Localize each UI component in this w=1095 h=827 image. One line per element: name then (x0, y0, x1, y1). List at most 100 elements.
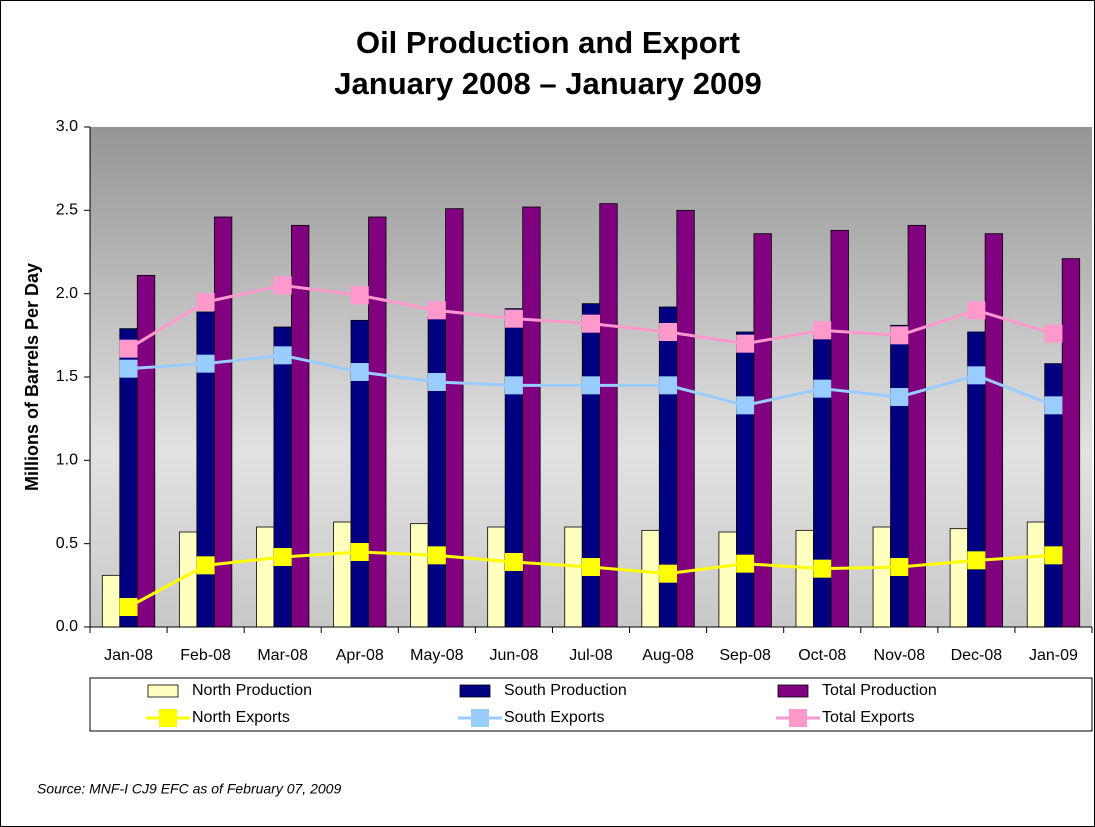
bar (641, 529, 660, 628)
bar (333, 521, 352, 628)
line-marker (659, 323, 678, 341)
line-marker (736, 554, 755, 573)
line-marker (1044, 396, 1063, 415)
bar (445, 208, 464, 628)
line-marker (890, 326, 909, 345)
legend-label: South Production (504, 682, 627, 699)
line-marker (119, 359, 138, 378)
line-marker (582, 314, 600, 333)
line-marker (273, 548, 292, 566)
line-marker (504, 553, 523, 571)
line-marker (659, 376, 678, 395)
y-tick-label: 1.0 (56, 452, 78, 469)
legend-label: South Exports (504, 709, 605, 726)
bar (504, 308, 524, 628)
bar (487, 526, 506, 628)
legend-label: Total Production (822, 682, 937, 699)
bar (813, 334, 832, 628)
line-marker (1044, 324, 1063, 343)
x-tick-label: Jan-09 (1029, 647, 1078, 664)
chart-title: Oil Production and Export (356, 25, 740, 60)
line-marker (582, 376, 600, 395)
legend-swatch (471, 709, 489, 727)
line-marker (582, 558, 600, 576)
line-marker (196, 354, 215, 373)
line-marker (504, 309, 523, 328)
y-axis-label: Millions of Barrels Per Day (22, 263, 42, 491)
bar (1061, 258, 1081, 628)
bar (795, 529, 814, 628)
y-tick-label: 0.0 (56, 618, 78, 635)
legend-swatch (147, 684, 179, 698)
line-marker (350, 363, 369, 381)
line-marker (890, 388, 909, 406)
chart-subtitle: January 2008 – January 2009 (334, 66, 761, 101)
legend-swatch (777, 684, 809, 698)
line-marker (967, 551, 986, 570)
line-marker (813, 559, 832, 578)
line-marker (1044, 546, 1063, 565)
line-marker (736, 396, 755, 415)
line-marker (890, 558, 909, 576)
legend-swatch (459, 684, 491, 698)
bar (890, 324, 909, 628)
line-marker (427, 546, 446, 565)
bar (676, 209, 695, 628)
x-tick-label: Jan-08 (104, 647, 153, 664)
line-marker (427, 373, 446, 391)
line-marker (967, 301, 986, 320)
bar (564, 526, 583, 628)
legend (89, 677, 1093, 732)
line-marker (196, 293, 215, 311)
line-marker (350, 543, 369, 561)
legend-swatch (159, 709, 177, 727)
bar (256, 526, 275, 628)
legend-label: North Production (192, 682, 312, 699)
x-tick-label: Dec-08 (951, 647, 1003, 664)
bar (1026, 521, 1046, 628)
x-tick-label: Aug-08 (642, 647, 694, 664)
line-marker (504, 376, 523, 395)
bar (753, 233, 772, 628)
y-tick-label: 2.5 (56, 202, 78, 219)
x-tick-label: Nov-08 (874, 647, 926, 664)
bar (410, 523, 429, 628)
bar (949, 528, 969, 628)
bar (273, 326, 292, 628)
bar (136, 274, 156, 628)
line-marker (273, 346, 292, 365)
source-note: Source: MNF-I CJ9 EFC as of February 07,… (37, 781, 341, 797)
bar (581, 303, 601, 628)
x-tick-label: May-08 (410, 647, 463, 664)
bar (101, 574, 121, 628)
bar (872, 526, 891, 628)
line-marker (813, 321, 832, 340)
line-marker (813, 379, 832, 398)
line-marker (273, 276, 292, 295)
y-tick-label: 1.5 (56, 368, 78, 385)
legend-label: Total Exports (822, 709, 914, 726)
line-marker (736, 334, 755, 353)
legend-swatch (789, 709, 807, 727)
line-marker (196, 556, 215, 575)
x-tick-label: Apr-08 (336, 647, 384, 664)
line-marker (427, 301, 446, 320)
x-tick-label: Mar-08 (257, 647, 308, 664)
legend-label: North Exports (192, 709, 290, 726)
line-marker (119, 598, 138, 616)
x-tick-label: Feb-08 (180, 647, 231, 664)
x-tick-label: Sep-08 (719, 647, 771, 664)
line-marker (659, 564, 678, 583)
bar (718, 531, 737, 628)
x-tick-label: Oct-08 (798, 647, 846, 664)
y-tick-label: 2.0 (56, 285, 78, 302)
x-tick-label: Jul-08 (569, 647, 613, 664)
x-tick-label: Jun-08 (489, 647, 538, 664)
line-marker (967, 366, 986, 385)
line-marker (119, 339, 138, 358)
bar (368, 216, 387, 628)
y-tick-label: 0.5 (56, 535, 78, 552)
y-tick-label: 3.0 (56, 118, 78, 135)
bar (427, 316, 446, 628)
